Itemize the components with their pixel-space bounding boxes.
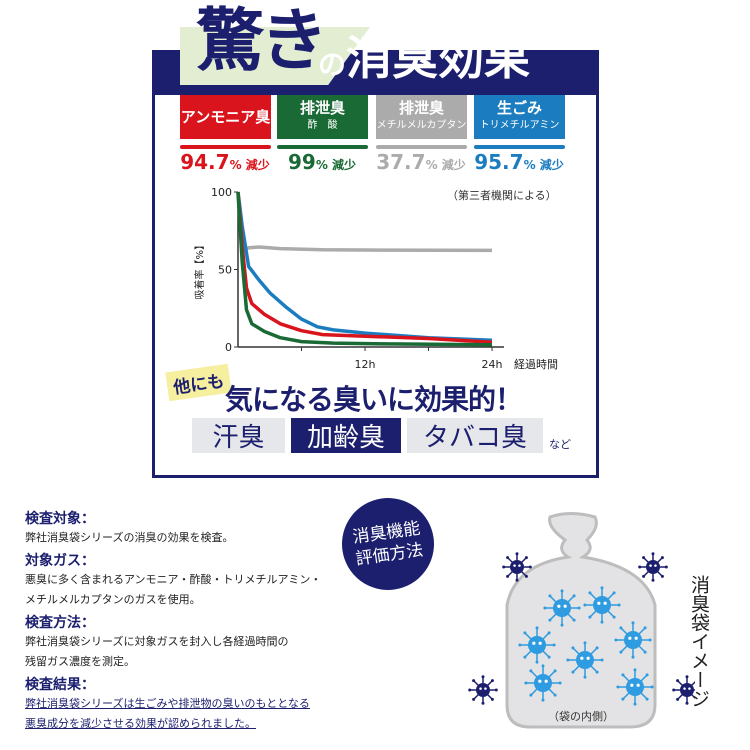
title-main: 驚き <box>196 2 328 81</box>
good-virus-icon <box>566 641 604 679</box>
bag-inside-label: （袋の内側） <box>548 709 614 723</box>
result-suffix: 減少 <box>535 158 564 172</box>
chip-sweat: 汗臭 <box>192 418 285 453</box>
result-unit: % <box>315 158 328 172</box>
method-line: 悪臭成分を減少させる効果が認められました。 <box>25 717 256 730</box>
good-virus-icon <box>583 586 621 624</box>
category-underline <box>376 145 467 149</box>
category-result: 95.7% 減少 <box>469 150 569 174</box>
result-value: 94.7 <box>180 150 230 174</box>
category-result: 37.7% 減少 <box>371 150 471 174</box>
bag-label: 消臭袋イメージ <box>688 575 710 708</box>
result-value: 99 <box>287 150 316 174</box>
method-line: 残留ガス濃度を測定。 <box>25 655 135 668</box>
y-tick-label: 0 <box>225 341 232 354</box>
chip-tobacco: タバコ臭 <box>407 418 543 453</box>
category-underline <box>180 145 271 149</box>
chart-note: （第三者機関による） <box>447 189 557 202</box>
title-rest: 消臭効果 <box>346 31 531 85</box>
category-name: 生ごみ <box>496 99 542 117</box>
method-line: メチルメルカプタンのガスを使用。 <box>25 593 201 606</box>
title-no: の <box>318 48 347 81</box>
method-heading: 検査対象： <box>25 511 95 527</box>
result-value: 95.7 <box>474 150 524 174</box>
result-unit: % <box>523 158 536 172</box>
result-suffix: 減少 <box>437 158 466 172</box>
category-box: アンモニア臭 <box>180 95 271 139</box>
odor-virus-icon <box>468 675 498 705</box>
x-axis-label: 経過時間 <box>514 358 558 371</box>
good-virus-icon <box>616 668 654 706</box>
category-result: 99% 減少 <box>272 150 372 174</box>
category-sub: メチルメルカプタン <box>376 120 467 131</box>
y-axis-label: 吸着率【%】 <box>193 240 206 300</box>
good-virus-icon <box>518 626 556 664</box>
method-line: 弊社消臭袋シリーズに対象ガスを封入し各経過時間の <box>25 635 289 648</box>
x-tick-label: 12h <box>355 358 376 371</box>
category-box: 排泄臭 メチルメルカプタン <box>376 95 467 139</box>
category-box: 排泄臭 酢 酸 <box>277 95 368 139</box>
category-result: 94.7% 減少 <box>175 150 275 174</box>
method-line: 悪臭に多く含まれるアンモニア・酢酸・トリメチルアミン・ <box>25 573 322 586</box>
odor-virus-icon <box>672 675 695 705</box>
good-virus-icon <box>614 621 652 659</box>
category-box: 生ごみ トリメチルアミン <box>474 95 565 139</box>
good-virus-icon <box>543 589 581 627</box>
bag-illustration: （袋の内側） <box>468 512 695 729</box>
odor-virus-icon <box>638 552 668 582</box>
category-underline <box>277 145 368 149</box>
method-text: 検査対象： 弊社消臭袋シリーズの消臭の効果を検査。 対象ガス： 悪臭に多く含まれるアン… <box>25 510 385 734</box>
category-sub: 酢 酸 <box>307 120 338 131</box>
result-unit: % <box>425 158 438 172</box>
result-suffix: 減少 <box>327 158 357 172</box>
good-virus-icon <box>524 664 562 702</box>
y-tick-label: 50 <box>218 264 232 277</box>
series-line <box>236 191 493 347</box>
category-name: アンモニア臭 <box>180 108 271 126</box>
title-sub: の消臭効果 <box>318 30 530 93</box>
etc-label: など <box>549 438 571 451</box>
category-sub: トリメチルアミン <box>479 120 560 131</box>
series-line <box>236 191 493 343</box>
method-heading: 検査結果： <box>25 677 95 693</box>
method-heading: 対象ガス： <box>25 553 95 569</box>
result-value: 37.7 <box>376 150 426 174</box>
y-tick-label: 100 <box>211 186 232 199</box>
x-tick-label: 24h <box>482 358 503 371</box>
series-line <box>236 191 493 345</box>
method-heading: 検査方法： <box>25 615 95 631</box>
method-line: 弊社消臭袋シリーズの消臭の効果を検査。 <box>25 531 234 544</box>
category-underline <box>474 145 565 149</box>
category-name: 排泄臭 <box>299 99 345 117</box>
result-unit: % <box>229 158 242 172</box>
series-line <box>243 245 493 253</box>
line-chart: 0 50 100 12h 24h 経過時間 吸着率【%】 <box>193 186 558 371</box>
chip-aging: 加齢臭 <box>291 418 401 453</box>
method-line: 弊社消臭袋シリーズは生ごみや排泄物の臭いのもととなる <box>25 697 310 710</box>
odor-virus-icon <box>502 552 532 582</box>
category-name: 排泄臭 <box>398 99 444 117</box>
bag-shape <box>505 512 657 729</box>
result-suffix: 減少 <box>241 158 270 172</box>
others-headline: 気になる臭いに効果的！ <box>225 383 523 416</box>
